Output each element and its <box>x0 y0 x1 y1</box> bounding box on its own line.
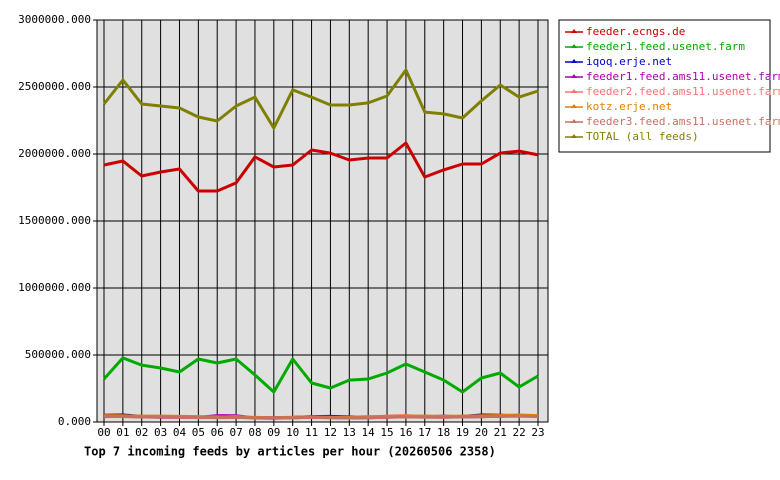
y-tick-label: 3000000.000 <box>18 13 91 26</box>
series-line <box>102 68 539 130</box>
y-tick-label: 0.000 <box>58 415 91 428</box>
x-tick-label: 02 <box>135 426 148 439</box>
legend-marker <box>571 119 577 123</box>
x-tick-label: 11 <box>305 426 318 439</box>
legend-label: feeder1.feed.ams11.usenet.farm <box>586 70 780 83</box>
legend-marker <box>571 74 577 78</box>
y-tick-label: 500000.000 <box>25 348 91 361</box>
x-tick-label: 23 <box>531 426 544 439</box>
y-tick-label: 1500000.000 <box>18 214 91 227</box>
series-line <box>103 414 539 420</box>
legend-marker <box>571 59 577 63</box>
x-tick-label: 10 <box>286 426 299 439</box>
legend-label: feeder1.feed.usenet.farm <box>586 40 745 53</box>
x-tick-label: 21 <box>494 426 507 439</box>
x-tick-label: 07 <box>229 426 242 439</box>
legend-box <box>558 19 771 153</box>
series-line <box>103 141 539 193</box>
x-tick-label: 18 <box>437 426 450 439</box>
chart-title: Top 7 incoming feeds by articles per hou… <box>84 445 496 459</box>
y-tick-label: 1000000.000 <box>18 281 91 294</box>
x-tick-label: 22 <box>513 426 526 439</box>
x-tick-label: 19 <box>456 426 469 439</box>
legend-marker <box>571 44 577 48</box>
x-tick-label: 09 <box>267 426 280 439</box>
legend-marker <box>571 134 577 138</box>
x-tick-label: 14 <box>362 426 376 439</box>
y-tick-label: 2500000.000 <box>18 80 91 93</box>
x-tick-label: 01 <box>116 426 129 439</box>
x-tick-label: 12 <box>324 426 337 439</box>
y-tick-label: 2000000.000 <box>18 147 91 160</box>
legend-label: iqoq.erje.net <box>586 55 672 68</box>
series-line <box>102 356 539 394</box>
x-tick-label: 13 <box>343 426 356 439</box>
x-tick-label: 04 <box>173 426 187 439</box>
x-tick-label: 15 <box>380 426 393 439</box>
legend-label: feeder.ecngs.de <box>586 25 685 38</box>
x-tick-label: 17 <box>418 426 431 439</box>
x-tick-label: 16 <box>399 426 412 439</box>
x-tick-label: 20 <box>475 426 488 439</box>
legend-marker <box>571 104 577 108</box>
legend-marker <box>571 89 577 93</box>
x-tick-label: 06 <box>211 426 224 439</box>
x-tick-label: 05 <box>192 426 205 439</box>
legend-label: feeder2.feed.ams11.usenet.farm <box>586 85 780 98</box>
legend-label: kotz.erje.net <box>586 100 672 113</box>
legend-label: TOTAL (all feeds) <box>586 130 699 143</box>
x-tick-label: 00 <box>97 426 110 439</box>
x-tick-label: 08 <box>248 426 261 439</box>
legend-marker <box>571 29 577 33</box>
x-tick-label: 03 <box>154 426 167 439</box>
legend-label: feeder3.feed.ams11.usenet.farm <box>586 115 780 128</box>
